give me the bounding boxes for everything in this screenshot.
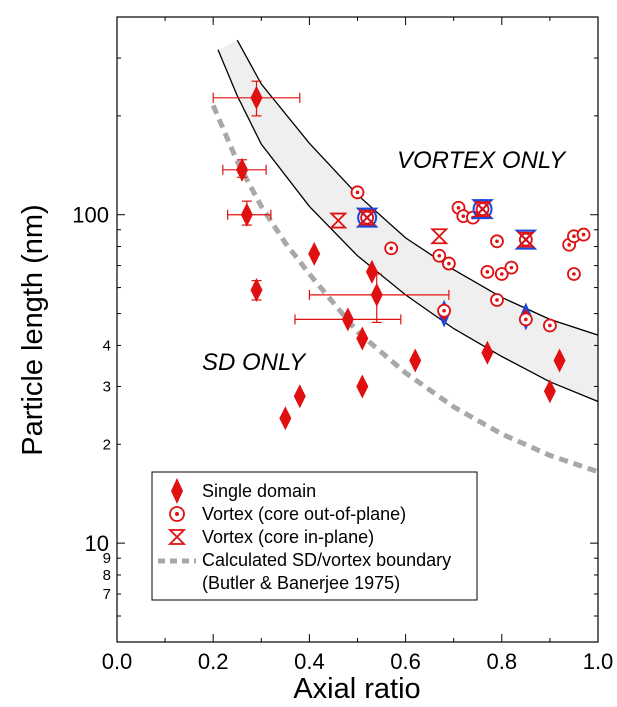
x-tick-label: 0.8 — [487, 649, 518, 674]
single-domain-point — [250, 277, 263, 302]
x-tick-label: 1.0 — [583, 649, 614, 674]
legend-single-domain-marker — [171, 478, 183, 504]
curves-layer — [210, 39, 598, 475]
band-upper-curve — [236, 39, 598, 336]
single-domain-point — [236, 157, 249, 182]
sd-vortex-boundary-curve — [210, 104, 598, 475]
vortex-in-plane-point — [471, 199, 494, 220]
legend-boundary-label: Calculated SD/vortex boundary — [202, 550, 451, 570]
vortex-out-of-plane-point — [490, 234, 504, 249]
y-minor-tick-label: 7 — [103, 586, 111, 603]
legend-vortex-out-marker — [169, 506, 185, 522]
single-domain-point — [293, 384, 306, 409]
vortex-out-of-plane-point — [576, 227, 591, 242]
legend: Single domain Vortex (core out-of-plane)… — [151, 471, 478, 601]
vortex-only-label: VORTEX ONLY — [397, 147, 567, 174]
legend-vortex-in-marker — [167, 529, 187, 545]
vortex-band-fill — [218, 40, 598, 402]
sd-only-label: SD ONLY — [202, 349, 307, 376]
vortex-out-of-plane-point — [490, 293, 504, 307]
vortex-out-of-plane-point — [567, 267, 581, 281]
vortex-in-plane-point — [355, 207, 379, 228]
vortex-in-plane-point — [514, 229, 538, 250]
legend-boundary-ref: (Butler & Banerjee 1975) — [202, 573, 400, 593]
vortex-out-of-plane-point — [350, 185, 365, 200]
x-axis-title: Axial ratio — [293, 673, 420, 705]
vortex-out-of-plane-point — [441, 256, 456, 271]
single-domain-point — [365, 259, 378, 284]
legend-single-domain-label: Single domain — [202, 481, 316, 501]
single-domain-point — [250, 85, 263, 110]
single-domain-point — [279, 406, 292, 431]
vortex-out-of-plane-point — [432, 248, 447, 263]
x-tick-label: 0.2 — [198, 649, 229, 674]
vortex-out-of-plane-point — [494, 267, 509, 281]
single-domain-point — [409, 348, 422, 373]
y-minor-tick-label: 2 — [103, 436, 111, 453]
single-domain-point — [370, 282, 383, 307]
vortex-out-of-plane-point — [504, 260, 519, 275]
single-domain-point — [240, 202, 253, 227]
y-minor-tick-label: 8 — [103, 567, 111, 584]
data-points-layer — [236, 85, 591, 431]
y-tick-label: 100 — [72, 203, 109, 228]
vortex-out-of-plane-point — [480, 264, 495, 279]
single-domain-point — [481, 340, 494, 365]
y-axis-title: Particle length (nm) — [17, 204, 49, 455]
y-minor-tick-label: 3 — [103, 378, 111, 395]
vortex-in-plane-point — [329, 212, 348, 229]
y-minor-tick-label: 9 — [103, 550, 111, 567]
band-lower-curve — [217, 49, 598, 403]
legend-box — [151, 471, 478, 601]
x-tick-label: 0.4 — [294, 649, 325, 674]
vortex-out-of-plane-point — [543, 318, 557, 333]
vortex-out-of-plane-point — [437, 303, 451, 318]
y-minor-tick-label: 4 — [103, 337, 111, 354]
vortex-in-plane-point — [430, 228, 449, 245]
legend-vortex-out-label: Vortex (core out-of-plane) — [202, 504, 406, 524]
y-tick-label: 10 — [85, 531, 109, 556]
vortex-out-of-plane-point — [518, 312, 533, 327]
vortex-out-of-plane-point — [384, 241, 399, 256]
legend-vortex-in-label: Vortex (core in-plane) — [202, 527, 374, 547]
single-domain-point — [356, 374, 369, 399]
single-domain-point — [308, 241, 321, 266]
x-tick-label: 0.6 — [390, 649, 421, 674]
single-domain-point — [543, 379, 556, 404]
x-tick-label: 0.0 — [102, 649, 133, 674]
single-domain-point — [341, 307, 354, 332]
single-domain-point — [553, 348, 566, 373]
single-domain-point — [356, 326, 369, 351]
